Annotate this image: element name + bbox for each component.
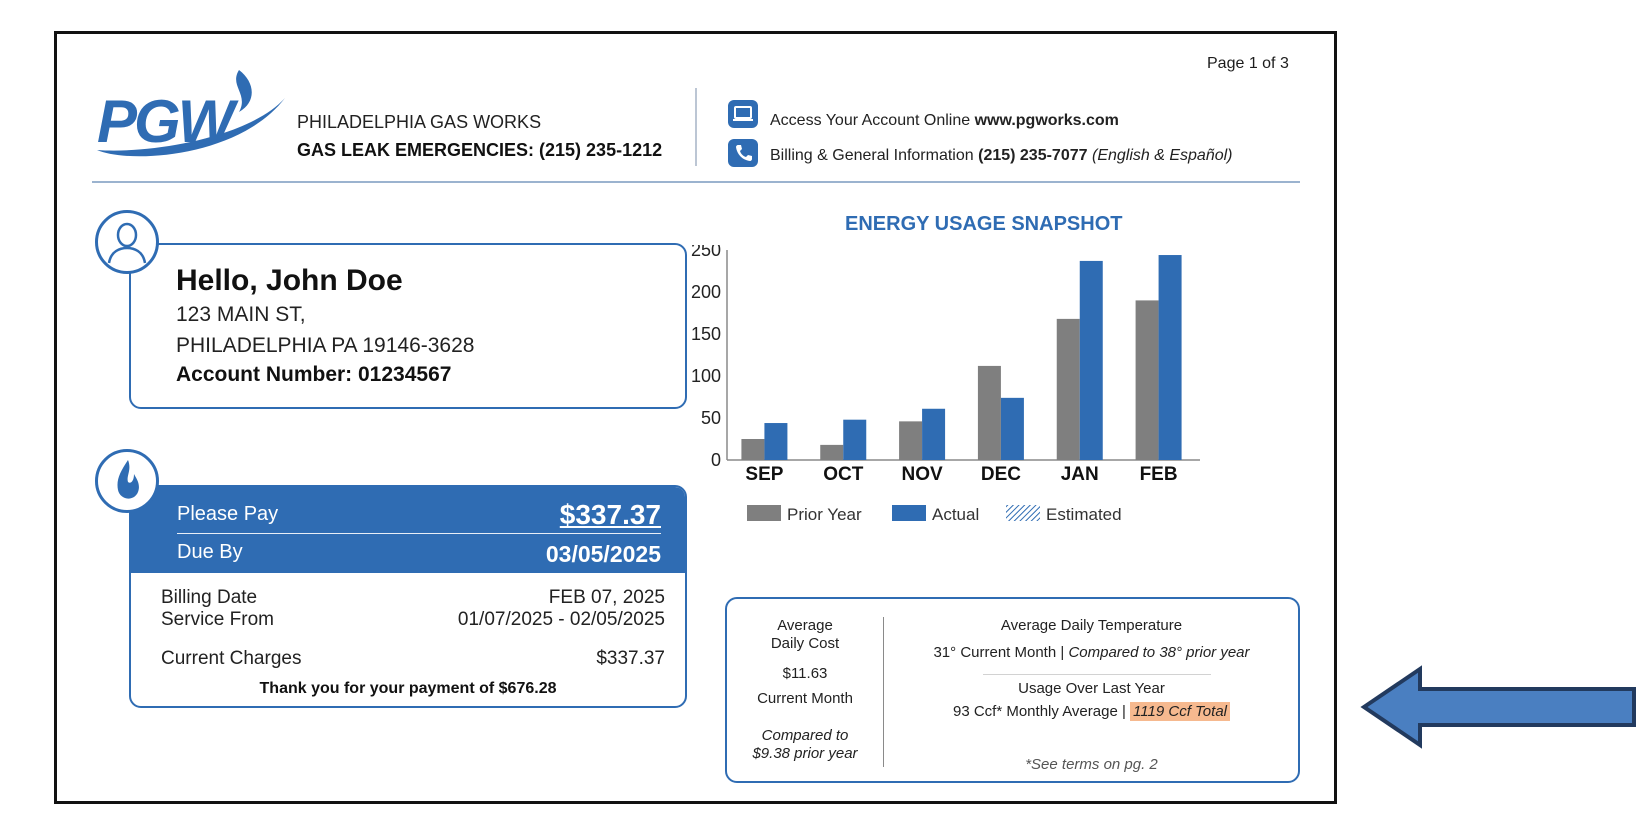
x-tick-label: DEC — [981, 464, 1021, 485]
emergency-line: GAS LEAK EMERGENCIES: (215) 235-1212 — [297, 140, 663, 160]
bar-actual-nov — [922, 408, 946, 460]
y-tick-label: 100 — [691, 366, 721, 386]
y-tick-label: 50 — [701, 408, 721, 428]
y-tick-label: 0 — [711, 450, 721, 470]
temp-title: Average Daily Temperature — [1000, 617, 1183, 634]
account-number: Account Number: 01234567 — [176, 363, 452, 386]
x-tick-label: NOV — [901, 464, 943, 485]
avg-cost-label-2: Daily Cost — [770, 635, 840, 652]
legend-label: Prior Year — [787, 505, 862, 524]
pointer-arrow-icon — [1360, 665, 1636, 749]
avg-cost-value: $11.63 — [782, 665, 828, 682]
y-tick-label: 250 — [691, 245, 721, 260]
pgw-logo: PGW — [97, 70, 285, 157]
customer-greeting: Hello, John Doe — [176, 264, 403, 297]
legend-swatch — [892, 505, 926, 521]
bar-actual-jan — [1079, 260, 1103, 460]
legend-swatch — [747, 505, 781, 521]
computer-icon — [728, 100, 758, 128]
phone-icon — [728, 139, 758, 167]
flame-icon — [95, 449, 159, 513]
terms-note: *See terms on pg. 2 — [1025, 756, 1158, 773]
due-by-date: 03/05/2025 — [545, 541, 661, 567]
header-rule — [92, 181, 1300, 183]
bar-prior-year-jan — [1056, 318, 1080, 460]
avg-cost-compare-2: $9.38 prior year — [752, 745, 858, 762]
address-line-2: PHILADELPHIA PA 19146-3628 — [176, 334, 475, 357]
bar-prior-year-nov — [899, 421, 923, 460]
please-pay-label: Please Pay — [177, 503, 279, 525]
address-line-1: 123 MAIN ST, — [176, 303, 306, 326]
y-tick-label: 200 — [691, 282, 721, 302]
bar-actual-feb — [1158, 255, 1182, 460]
current-charges-value: $337.37 — [596, 648, 665, 669]
chart-title: ENERGY USAGE SNAPSHOT — [845, 213, 1123, 235]
usage-total-highlight: 1119 Ccf Total — [1130, 702, 1230, 721]
avatar-icon — [95, 210, 159, 274]
current-charges-label: Current Charges — [161, 648, 302, 669]
avg-cost-label-1: Average — [777, 617, 833, 634]
stats-separator — [983, 674, 1211, 675]
billing-date-value: FEB 07, 2025 — [548, 587, 665, 608]
payment-band: Please Pay $337.37 Due By 03/05/2025 — [131, 487, 685, 573]
online-access-line: Access Your Account Online www.pgworks.c… — [770, 112, 1119, 129]
avg-cost-compare-1: Compared to — [761, 727, 849, 744]
svg-text:PGW: PGW — [97, 88, 239, 155]
x-tick-label: FEB — [1140, 464, 1178, 485]
payment-thanks: Thank you for your payment of $676.28 — [259, 680, 557, 697]
band-divider — [177, 533, 661, 534]
bar-prior-year-oct — [820, 444, 844, 460]
bar-actual-dec — [1000, 397, 1024, 460]
account-info-box — [129, 243, 687, 409]
temp-line: 31° Current Month | Compared to 38° prio… — [933, 644, 1250, 661]
legend-label: Actual — [932, 505, 979, 524]
bar-actual-oct — [843, 419, 867, 460]
company-name: PHILADELPHIA GAS WORKS — [297, 112, 542, 132]
payment-summary-box: Please Pay $337.37 Due By 03/05/2025 Bil… — [129, 485, 687, 708]
usage-line: 93 Ccf* Monthly Average | 1119 Ccf Total — [883, 702, 1300, 721]
stats-divider — [883, 617, 884, 767]
page-number: Page 1 of 3 — [1207, 55, 1289, 72]
bar-prior-year-sep — [741, 439, 765, 460]
legend-label: Estimated — [1046, 505, 1122, 524]
usage-title: Usage Over Last Year — [1018, 680, 1165, 697]
avg-cost-period: Current Month — [757, 690, 853, 707]
bar-prior-year-dec — [977, 365, 1001, 460]
billing-phone[interactable]: (215) 235-7077 — [978, 147, 1088, 164]
bar-prior-year-feb — [1135, 300, 1159, 460]
x-tick-label: OCT — [823, 464, 864, 485]
account-url-link[interactable]: www.pgworks.com — [974, 112, 1119, 129]
x-tick-label: SEP — [745, 464, 783, 485]
please-pay-amount: $337.37 — [559, 499, 661, 530]
bar-actual-sep — [764, 423, 788, 460]
service-from-label: Service From — [161, 609, 274, 630]
due-by-label: Due By — [177, 541, 243, 563]
x-tick-label: JAN — [1061, 464, 1099, 485]
billing-date-label: Billing Date — [161, 587, 258, 608]
header-divider — [695, 88, 697, 166]
legend-swatch — [1006, 505, 1040, 521]
y-tick-label: 150 — [691, 324, 721, 344]
usage-stats-box: Average Daily Cost $11.63 Current Month … — [725, 597, 1300, 783]
energy-usage-chart: 050100150200250CCFSEPOCTNOVDECJANFEBPrio… — [691, 245, 1200, 524]
service-from-value: 01/07/2025 - 02/05/2025 — [457, 609, 665, 630]
billing-info-line: Billing & General Information (215) 235-… — [770, 147, 1233, 164]
